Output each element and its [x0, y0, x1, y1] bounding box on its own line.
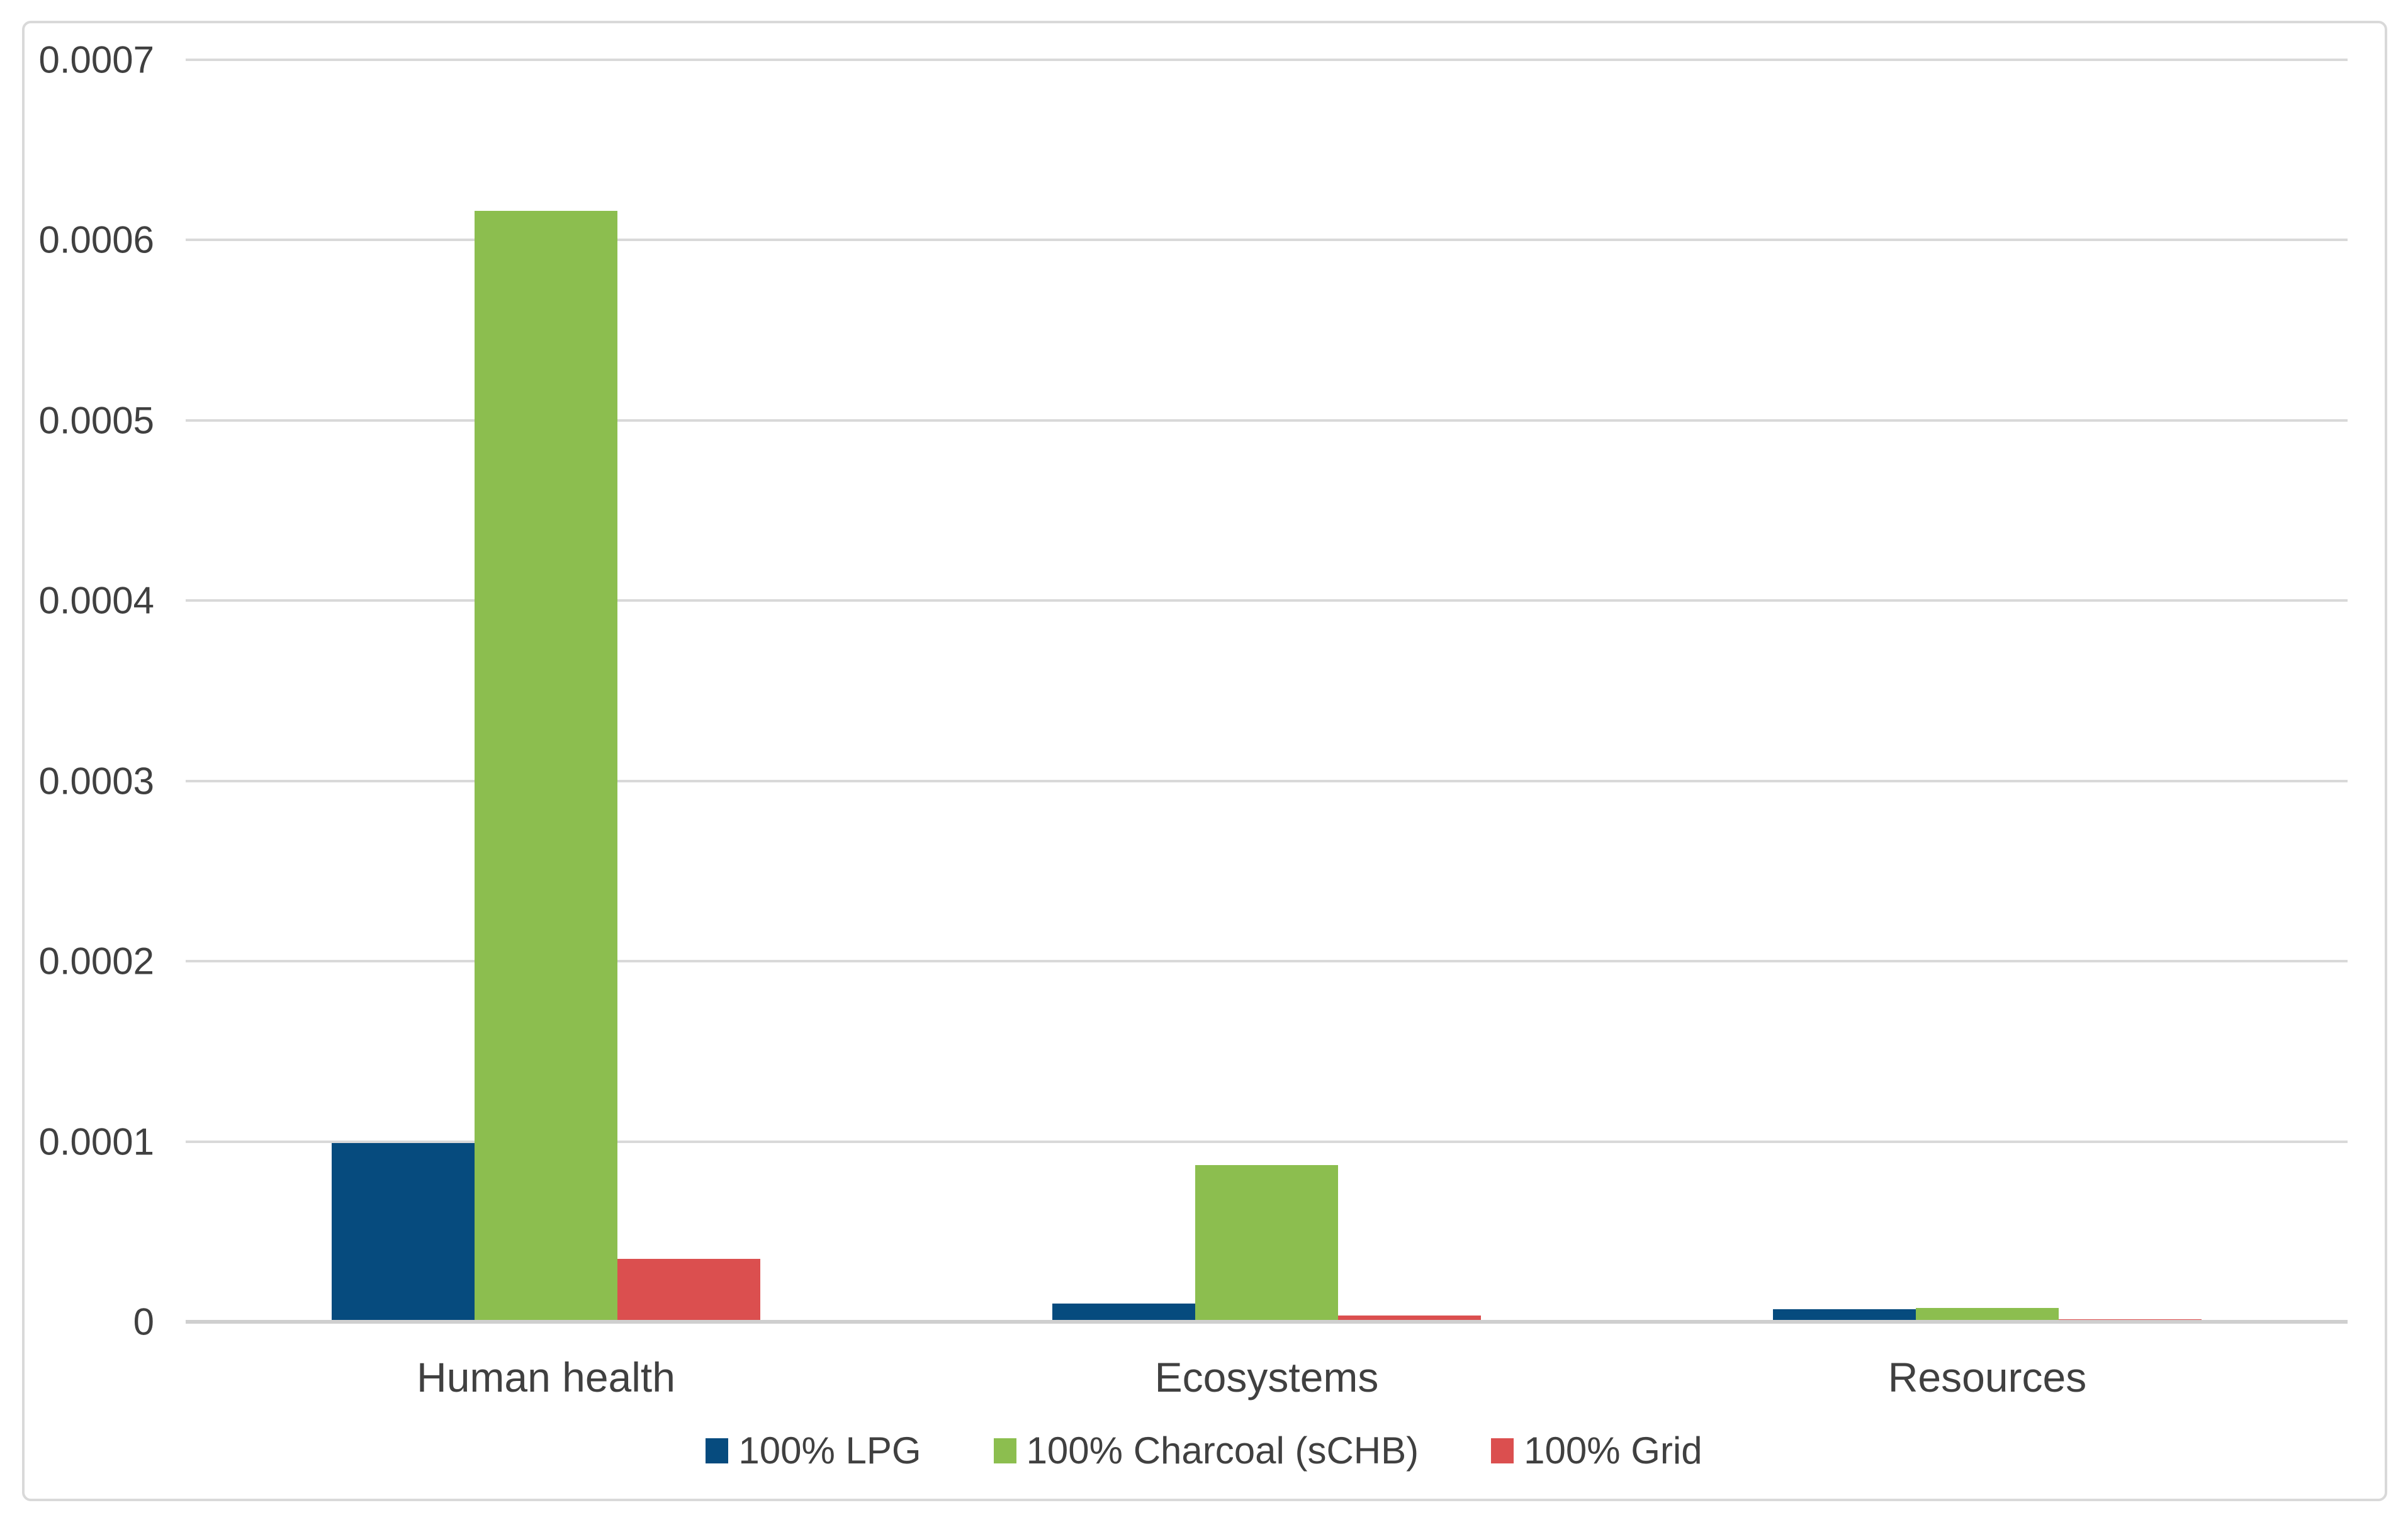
legend-item-100-grid: 100% Grid [1491, 1429, 1702, 1472]
legend-swatch-icon [706, 1438, 729, 1463]
y-axis-tick-label: 0.0007 [38, 38, 154, 81]
x-axis-category-label: Ecosystems [1154, 1354, 1379, 1400]
legend-item-100-charcoal-schb: 100% Charcoal (sCHB) [993, 1429, 1419, 1472]
bar-human-health-100-grid [617, 1259, 760, 1320]
bar-resources-100-charcoal-schb [1916, 1308, 2059, 1320]
y-gridline [186, 779, 2348, 782]
bar-human-health-100-charcoal-schb [475, 211, 617, 1320]
y-gridline [186, 960, 2348, 963]
x-axis-line [186, 1320, 2348, 1324]
x-axis-category-label: Human health [417, 1354, 675, 1400]
y-gridline [186, 239, 2348, 242]
y-axis-tick-label: 0.0001 [38, 1120, 154, 1163]
y-gridline [186, 59, 2348, 61]
bar-resources-100-grid [2059, 1319, 2202, 1320]
y-axis-tick-label: 0.0006 [38, 218, 154, 261]
y-axis-tick-label: 0 [133, 1300, 154, 1343]
y-axis-tick-label: 0.0004 [38, 579, 154, 622]
y-gridline [186, 419, 2348, 422]
bar-resources-100-lpg [1773, 1309, 1916, 1320]
legend-label: 100% Grid [1524, 1429, 1702, 1472]
y-axis-tick-label: 0.0003 [38, 760, 154, 803]
bar-ecosystems-100-lpg [1052, 1304, 1195, 1320]
bar-ecosystems-100-grid [1338, 1316, 1481, 1320]
x-axis-category-label: Resources [1888, 1354, 2087, 1400]
bar-human-health-100-lpg [332, 1143, 475, 1320]
legend-swatch-icon [1491, 1438, 1514, 1463]
chart-legend: 100% LPG 100% Charcoal (sCHB) 100% Grid [0, 1429, 2408, 1472]
legend-label: 100% Charcoal (sCHB) [1026, 1429, 1419, 1472]
legend-item-100-lpg: 100% LPG [706, 1429, 921, 1472]
legend-label: 100% LPG [738, 1429, 921, 1472]
legend-swatch-icon [993, 1438, 1016, 1463]
y-gridline [186, 1140, 2348, 1143]
y-gridline [186, 599, 2348, 602]
y-axis-tick-label: 0.0002 [38, 940, 154, 983]
y-axis-tick-label: 0.0005 [38, 399, 154, 442]
bar-ecosystems-100-charcoal-schb [1195, 1165, 1338, 1320]
